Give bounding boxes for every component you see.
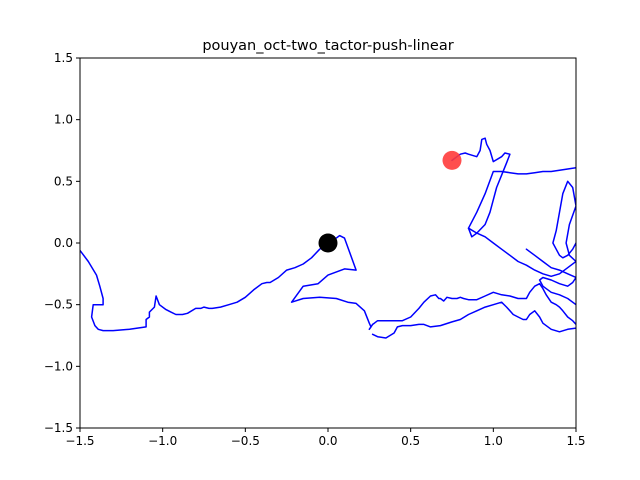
y-tick-label: 0.5 xyxy=(54,174,73,188)
x-tick-label: 1.0 xyxy=(484,434,503,448)
x-tick-label: −1.5 xyxy=(65,434,94,448)
data-layer xyxy=(80,137,576,339)
trajectory-line-2 xyxy=(371,301,576,339)
chart-title: pouyan_oct-two_tactor-push-linear xyxy=(202,38,453,54)
x-tick-label: 1.5 xyxy=(566,434,585,448)
y-axis: −1.5 −1.0 −0.5 0.0 0.5 1.0 1.5 xyxy=(44,51,80,435)
marker-layer xyxy=(318,150,462,253)
trajectory-line-5 xyxy=(525,248,576,306)
x-tick-label: 0.5 xyxy=(401,434,420,448)
trajectory-line-4 xyxy=(467,180,576,278)
y-tick-label: 0.0 xyxy=(54,236,73,250)
marker-point-1 xyxy=(318,233,338,253)
marker-point-2 xyxy=(442,150,462,170)
x-axis: −1.5 −1.0 −0.5 0.0 0.5 1.0 1.5 xyxy=(65,428,586,448)
y-tick-label: −1.0 xyxy=(44,359,73,373)
x-tick-label: −1.0 xyxy=(148,434,177,448)
x-tick-label: 0.0 xyxy=(318,434,337,448)
x-tick-label: −0.5 xyxy=(231,434,260,448)
y-tick-label: 1.5 xyxy=(54,51,73,65)
trajectory-line-1 xyxy=(80,234,576,332)
y-tick-label: −0.5 xyxy=(44,298,73,312)
y-tick-label: −1.5 xyxy=(44,421,73,435)
y-tick-label: 1.0 xyxy=(54,113,73,127)
trajectory-line-3 xyxy=(451,137,576,238)
